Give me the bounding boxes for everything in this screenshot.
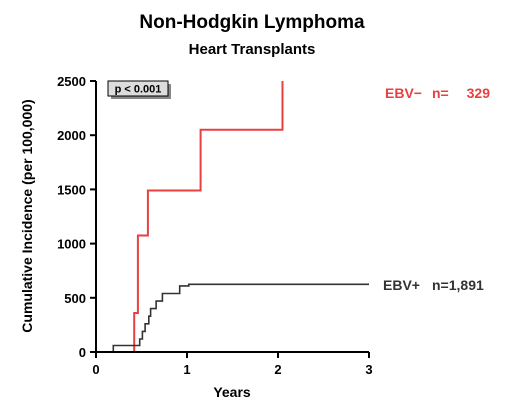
x-tick-label: 0 (92, 362, 99, 377)
x-tick-label: 1 (183, 362, 190, 377)
chart-subtitle: Heart Transplants (189, 41, 316, 58)
y-tick-label: 500 (64, 291, 86, 306)
axes-layer: 0 500 1000 1500 2000 2500 0 1 2 3 (57, 74, 373, 377)
y-tick-label: 1500 (57, 182, 86, 197)
y-axis-label: Cumulative Incidence (per 100,000) (19, 99, 35, 332)
y-tick-label: 2000 (57, 128, 86, 143)
series-line-ebv-positive (96, 283, 369, 353)
y-tick-label: 1000 (57, 237, 86, 252)
x-tick-label: 3 (365, 362, 372, 377)
legend-n-label-ebv-positive: n=1,891 (432, 277, 484, 293)
x-axis-label: Years (213, 384, 251, 400)
x-tick-label: 2 (274, 362, 281, 377)
legend-n-value-ebv-negative: 329 (467, 85, 491, 101)
series-line-ebv-negative (96, 81, 284, 353)
legend-n-label-ebv-negative: n= (432, 85, 449, 101)
p-value-box: p < 0.001 (107, 80, 171, 99)
chart-title: Non-Hodgkin Lymphoma (139, 12, 365, 33)
legend-label-ebv-positive: EBV+ (383, 277, 420, 293)
y-tick-label: 0 (79, 345, 86, 360)
series-layer (96, 81, 369, 353)
legend-label-ebv-negative: EBV− (385, 85, 422, 101)
p-value-box-frame (107, 80, 169, 97)
p-value-label: p < 0.001 (115, 84, 162, 96)
y-tick-label: 2500 (57, 74, 86, 89)
legend-layer: EBV− n= 329 EBV+ n=1,891 (383, 85, 490, 293)
